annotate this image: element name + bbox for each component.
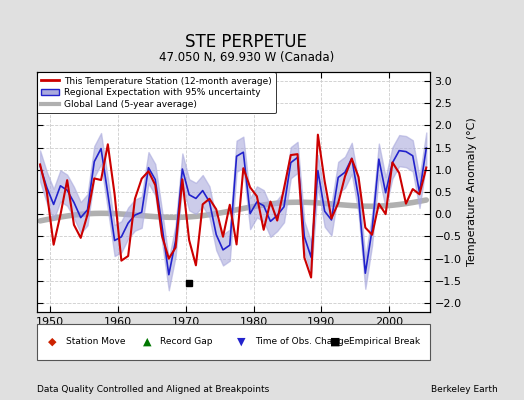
Text: 47.050 N, 69.930 W (Canada): 47.050 N, 69.930 W (Canada): [159, 52, 334, 64]
Text: Station Move: Station Move: [66, 338, 126, 346]
Text: ▲: ▲: [143, 337, 151, 347]
Text: Data Quality Controlled and Aligned at Breakpoints: Data Quality Controlled and Aligned at B…: [37, 386, 269, 394]
Text: Time of Obs. Change: Time of Obs. Change: [255, 338, 349, 346]
Text: ■: ■: [330, 337, 341, 347]
Text: STE PERPETUE: STE PERPETUE: [185, 33, 307, 51]
Text: ◆: ◆: [48, 337, 57, 347]
Y-axis label: Temperature Anomaly (°C): Temperature Anomaly (°C): [467, 118, 477, 266]
Legend: This Temperature Station (12-month average), Regional Expectation with 95% uncer: This Temperature Station (12-month avera…: [37, 72, 276, 114]
Text: Berkeley Earth: Berkeley Earth: [431, 386, 498, 394]
Text: ▼: ▼: [237, 337, 245, 347]
Text: Empirical Break: Empirical Break: [349, 338, 420, 346]
FancyBboxPatch shape: [37, 324, 430, 360]
Text: Record Gap: Record Gap: [160, 338, 213, 346]
